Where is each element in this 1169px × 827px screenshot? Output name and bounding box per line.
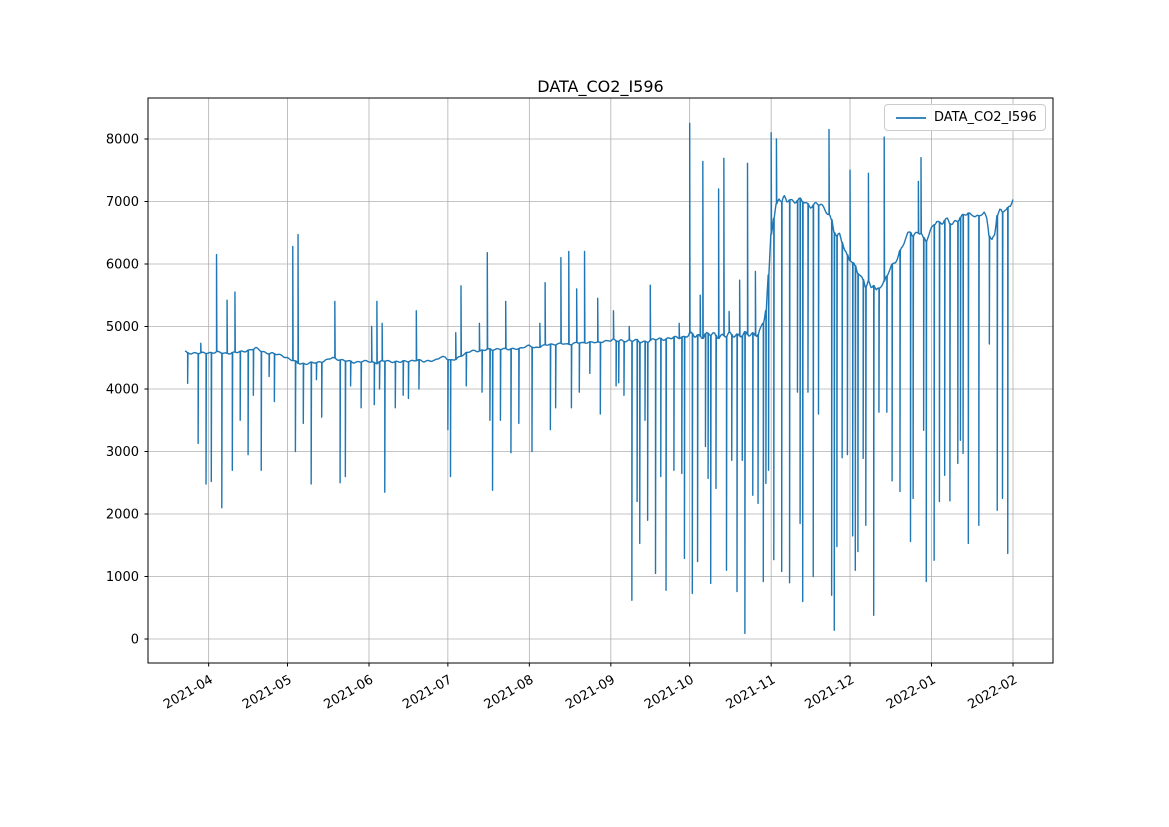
x-tick-label: 2021-10 <box>642 672 697 712</box>
x-tick-label: 2022-01 <box>884 672 939 712</box>
x-tick-label: 2021-05 <box>240 672 295 712</box>
x-tick-label: 2021-04 <box>161 672 216 712</box>
legend-line-sample <box>896 116 926 119</box>
data-series-line <box>184 122 1014 635</box>
y-tick-label: 6000 <box>106 258 139 273</box>
y-tick-label: 5000 <box>106 320 139 335</box>
tick-marks <box>144 138 1014 667</box>
y-tick-label: 7000 <box>106 195 139 210</box>
x-tick-label: 2021-11 <box>724 672 779 712</box>
y-tick-labels: 0 1000 2000 3000 4000 5000 6000 7000 8000 <box>106 133 139 648</box>
x-tick-label: 2021-08 <box>482 672 537 712</box>
x-tick-label: 2021-09 <box>563 672 618 712</box>
legend-label: DATA_CO2_I596 <box>934 110 1037 125</box>
x-tick-labels: 2021-04 2021-05 2021-06 2021-07 2021-08 2021-… <box>161 672 1020 712</box>
x-tick-label: 2021-07 <box>400 672 455 712</box>
chart-title: DATA_CO2_I596 <box>537 77 664 96</box>
x-tick-label: 2022-02 <box>965 672 1020 712</box>
axes-spines <box>147 97 1054 664</box>
y-tick-label: 1000 <box>106 570 139 585</box>
y-tick-label: 4000 <box>106 383 139 398</box>
y-tick-label: 0 <box>131 633 139 648</box>
legend: DATA_CO2_I596 <box>884 104 1046 131</box>
y-tick-label: 3000 <box>106 445 139 460</box>
x-tick-label: 2021-06 <box>321 672 376 712</box>
y-tick-label: 2000 <box>106 508 139 523</box>
y-tick-label: 8000 <box>106 133 139 148</box>
x-tick-label: 2021-12 <box>802 672 857 712</box>
